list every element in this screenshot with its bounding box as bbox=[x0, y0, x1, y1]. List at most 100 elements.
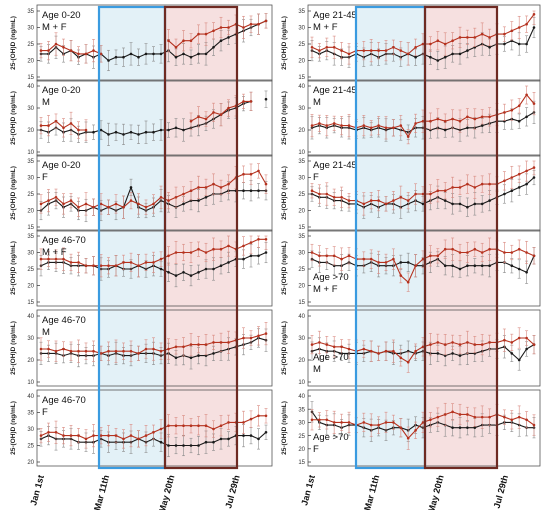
data-point-red bbox=[227, 341, 230, 344]
data-point-red bbox=[159, 427, 163, 431]
data-point-red bbox=[369, 257, 373, 261]
y-tick-label: 30 bbox=[298, 421, 305, 427]
data-point-red bbox=[517, 26, 521, 29]
y-tick-label: 40 bbox=[298, 84, 305, 90]
data-point-red bbox=[392, 257, 395, 261]
y-axis-label: 25-(OH)D (ng/mL) bbox=[10, 401, 17, 455]
y-tick-label: 40 bbox=[27, 394, 34, 400]
data-point-red bbox=[84, 128, 88, 132]
data-point-black bbox=[189, 444, 193, 447]
data-point-red bbox=[332, 421, 336, 424]
y-tick-label: 20 bbox=[27, 460, 34, 466]
data-point-black bbox=[182, 202, 185, 206]
data-point-red bbox=[227, 26, 230, 29]
data-point-black bbox=[242, 189, 245, 192]
data-point-black bbox=[473, 264, 477, 268]
data-point-red bbox=[466, 251, 469, 254]
data-point-red bbox=[332, 46, 336, 49]
panel-3: 25-(OH)D (ng/mL) 10 20 30 40 Age 0-20M bbox=[10, 79, 273, 157]
data-point-black bbox=[204, 267, 208, 271]
data-point-red bbox=[414, 264, 417, 268]
data-point-red bbox=[318, 418, 321, 422]
data-point-black bbox=[167, 128, 170, 132]
data-point-red bbox=[204, 32, 208, 36]
data-point-red bbox=[39, 124, 43, 127]
data-point-red bbox=[144, 347, 148, 351]
data-point-red bbox=[443, 189, 447, 192]
data-point-black bbox=[532, 176, 536, 179]
data-point-black bbox=[129, 130, 133, 134]
data-point-red bbox=[480, 251, 484, 254]
panel-label-group: M + F bbox=[313, 22, 338, 33]
data-point-black bbox=[443, 264, 447, 268]
data-point-black bbox=[257, 254, 260, 258]
data-point-black bbox=[257, 437, 260, 441]
y-tick-label: 40 bbox=[27, 314, 34, 320]
data-point-black bbox=[249, 254, 253, 258]
data-point-red bbox=[47, 257, 50, 261]
data-point-red bbox=[310, 46, 314, 49]
data-point-red bbox=[347, 124, 351, 127]
data-point-red bbox=[212, 29, 215, 33]
data-point-red bbox=[47, 199, 50, 202]
data-point-red bbox=[47, 124, 50, 127]
data-point-red bbox=[99, 264, 103, 268]
data-point-red bbox=[69, 122, 73, 125]
data-point-red bbox=[174, 196, 178, 199]
data-point-red bbox=[69, 434, 73, 437]
data-point-red bbox=[62, 202, 65, 206]
data-point-red bbox=[429, 42, 432, 46]
panel-label: Age 0-20 bbox=[42, 160, 81, 171]
data-point-black bbox=[212, 352, 215, 355]
data-point-red bbox=[144, 205, 148, 209]
data-point-red bbox=[488, 341, 491, 344]
panel-label-group: F bbox=[42, 407, 48, 418]
data-point-red bbox=[443, 42, 447, 46]
data-point-red bbox=[384, 421, 388, 424]
data-point-red bbox=[325, 124, 329, 127]
data-point-black bbox=[466, 426, 469, 429]
data-point-red bbox=[212, 427, 215, 431]
data-point-red bbox=[54, 196, 58, 199]
data-point-red bbox=[421, 421, 425, 424]
data-point-red bbox=[137, 437, 140, 441]
data-point-black bbox=[473, 426, 477, 429]
data-point-black bbox=[421, 202, 425, 206]
data-point-red bbox=[480, 415, 484, 419]
y-tick-label: 15 bbox=[298, 460, 305, 466]
data-point-red bbox=[107, 434, 110, 437]
panel-label-group: M bbox=[42, 327, 50, 338]
data-point-black bbox=[219, 39, 223, 42]
x-tick-label: Mar 11th bbox=[362, 474, 381, 510]
panel-label: Age >70 bbox=[313, 432, 349, 443]
data-point-black bbox=[458, 267, 462, 271]
data-point-red bbox=[62, 257, 65, 261]
y-tick-label: 20 bbox=[298, 128, 305, 134]
x-tick-label: Jul 29th bbox=[492, 474, 510, 509]
data-point-red bbox=[384, 49, 388, 52]
data-point-red bbox=[443, 413, 447, 416]
y-tick-label: 30 bbox=[27, 26, 34, 32]
data-point-red bbox=[174, 345, 178, 349]
data-point-black bbox=[503, 42, 506, 46]
data-point-black bbox=[451, 202, 454, 206]
y-tick-label: 15 bbox=[27, 225, 34, 231]
y-axis-label: 25-(OH)D (ng/mL) bbox=[281, 401, 288, 455]
spring-region-border bbox=[163, 5, 239, 470]
data-point-red bbox=[525, 251, 528, 254]
data-point-black bbox=[242, 257, 245, 261]
data-point-black bbox=[443, 199, 447, 202]
data-point-black bbox=[227, 261, 230, 264]
data-point-red bbox=[159, 196, 163, 199]
data-point-black bbox=[137, 55, 140, 59]
data-point-black bbox=[212, 440, 215, 444]
data-point-red bbox=[69, 199, 73, 202]
data-point-red bbox=[532, 13, 536, 16]
data-point-red bbox=[204, 343, 208, 346]
panel-label: Age 0-20 bbox=[42, 10, 81, 21]
data-point-red bbox=[77, 52, 80, 56]
data-point-black bbox=[242, 434, 245, 437]
data-point-red bbox=[189, 189, 193, 192]
data-point-red bbox=[99, 52, 103, 56]
data-point-red bbox=[219, 424, 223, 428]
